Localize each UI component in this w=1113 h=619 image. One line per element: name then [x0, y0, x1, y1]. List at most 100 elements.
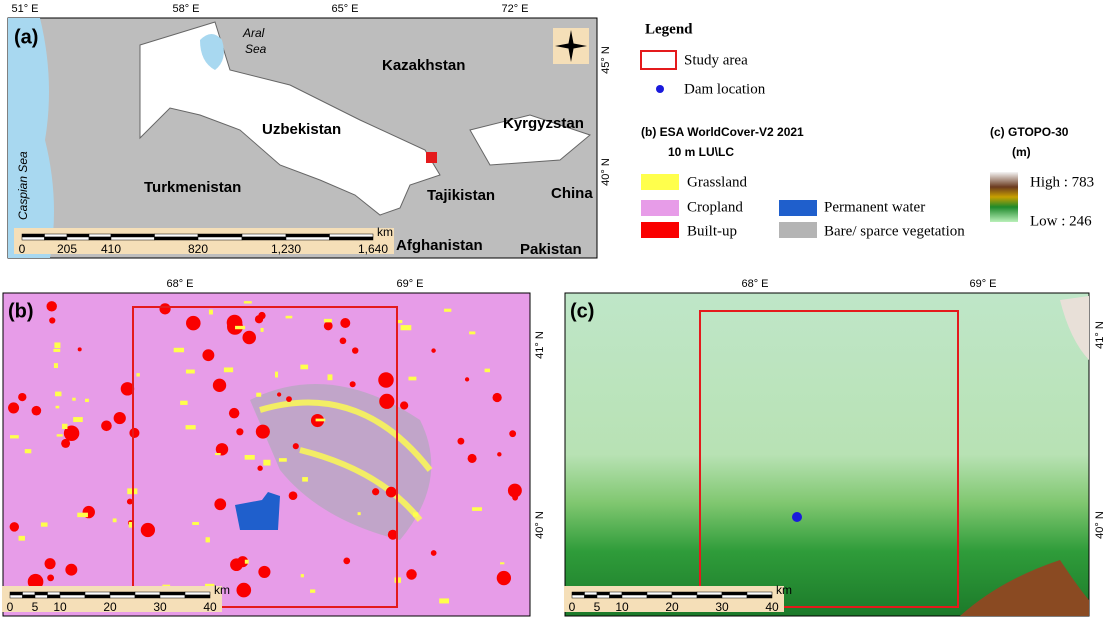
grassland-patch — [62, 424, 67, 429]
scale-tick-label: 10 — [615, 600, 629, 614]
scale-segment — [45, 234, 68, 237]
scale-segment — [647, 592, 672, 595]
scale-segment — [160, 592, 185, 595]
panel-label: (c) — [570, 300, 594, 322]
grassland-patch — [224, 367, 233, 372]
class-swatch — [641, 174, 679, 190]
grassland-patch — [245, 560, 249, 564]
scale-segment — [45, 237, 68, 240]
grassland-patch — [19, 536, 25, 541]
builtup-patch — [457, 438, 464, 445]
builtup-patch — [512, 495, 518, 501]
grassland-patch — [209, 310, 213, 315]
scale-segment — [610, 592, 623, 595]
scale-segment — [597, 595, 610, 598]
grassland-patch — [41, 522, 48, 526]
scale-segment — [242, 237, 286, 240]
lat-label: 40° N — [1094, 511, 1106, 539]
builtup-patch — [255, 315, 263, 323]
builtup-patch — [101, 420, 112, 431]
panel-b: (b) 68° E 69° E 41° N 40° N 0510203040km — [2, 278, 546, 616]
sea-label: Caspian Sea — [16, 151, 30, 220]
scale-segment — [135, 592, 160, 595]
grassland-patch — [324, 319, 332, 322]
place-label: China — [551, 185, 593, 202]
lon-label: 51° E — [11, 3, 38, 15]
builtup-patch — [431, 550, 437, 556]
scale-segment — [135, 595, 160, 598]
grassland-patch — [180, 401, 187, 405]
scale-segment — [572, 595, 585, 598]
scale-segment — [198, 234, 242, 237]
scale-segment — [747, 592, 772, 595]
builtup-patch — [32, 406, 42, 416]
builtup-patch — [350, 381, 356, 387]
grassland-patch — [358, 512, 361, 515]
scale-unit: km — [776, 583, 792, 597]
scale-tick-label: 20 — [103, 600, 117, 614]
scale-segment — [330, 234, 374, 237]
builtup-patch — [497, 571, 511, 585]
class-swatch — [641, 222, 679, 238]
grassland-patch — [85, 399, 89, 402]
study-area-swatch — [641, 51, 676, 69]
scale-segment — [185, 595, 210, 598]
builtup-patch — [497, 452, 501, 456]
grassland-patch — [256, 393, 261, 397]
builtup-patch — [61, 439, 70, 448]
builtup-patch — [340, 318, 350, 328]
grassland-patch — [401, 325, 412, 330]
class-swatch — [779, 200, 817, 216]
legend-text: Study area — [684, 52, 748, 68]
builtup-patch — [159, 303, 170, 314]
builtup-patch — [141, 523, 155, 537]
grassland-patch — [206, 537, 210, 542]
scale-segment — [242, 234, 286, 237]
class-swatch — [779, 222, 817, 238]
scale-segment — [111, 234, 155, 237]
scale-segment — [23, 595, 36, 598]
scale-segment — [22, 237, 45, 240]
scale-segment — [286, 234, 330, 237]
builtup-patch — [65, 564, 77, 576]
builtup-patch — [47, 574, 54, 581]
scale-segment — [585, 595, 598, 598]
scale-bar: 0510203040km — [2, 583, 230, 614]
scale-segment — [67, 237, 89, 240]
scale-segment — [85, 595, 110, 598]
scale-segment — [110, 595, 135, 598]
grassland-patch — [25, 449, 32, 453]
map-frame — [565, 293, 1089, 616]
builtup-patch — [8, 402, 19, 413]
legend-subtitle: (b) ESA WorldCover-V2 2021 — [641, 125, 804, 139]
scale-tick-label: 1,230 — [271, 242, 301, 256]
builtup-patch — [465, 377, 469, 381]
builtup-patch — [257, 466, 262, 471]
grassland-patch — [113, 518, 117, 522]
grassland-patch — [186, 370, 195, 374]
place-label: Kazakhstan — [382, 57, 465, 74]
grassland-patch — [413, 512, 418, 516]
scale-segment — [722, 592, 747, 595]
scale-segment — [23, 592, 36, 595]
builtup-patch — [236, 428, 243, 435]
legend-subtitle: (m) — [1012, 145, 1031, 159]
lon-label: 69° E — [969, 278, 996, 290]
scale-segment — [286, 237, 330, 240]
scale-tick-label: 410 — [101, 242, 121, 256]
legend-subtitle: (c) GTOPO-30 — [990, 125, 1069, 139]
scale-segment — [111, 237, 155, 240]
grassland-patch — [235, 326, 245, 329]
legend-subtitle: 10 m LU\LC — [668, 145, 734, 159]
scale-segment — [48, 592, 61, 595]
study-area-marker — [426, 152, 437, 163]
scale-segment — [60, 595, 85, 598]
lon-label: 72° E — [501, 3, 528, 15]
grassland-patch — [275, 372, 278, 378]
scale-segment — [110, 592, 135, 595]
legend-text: Built-up — [687, 223, 737, 239]
scale-segment — [697, 595, 722, 598]
grassland-patch — [54, 342, 60, 348]
scale-segment — [697, 592, 722, 595]
grassland-patch — [72, 398, 75, 401]
